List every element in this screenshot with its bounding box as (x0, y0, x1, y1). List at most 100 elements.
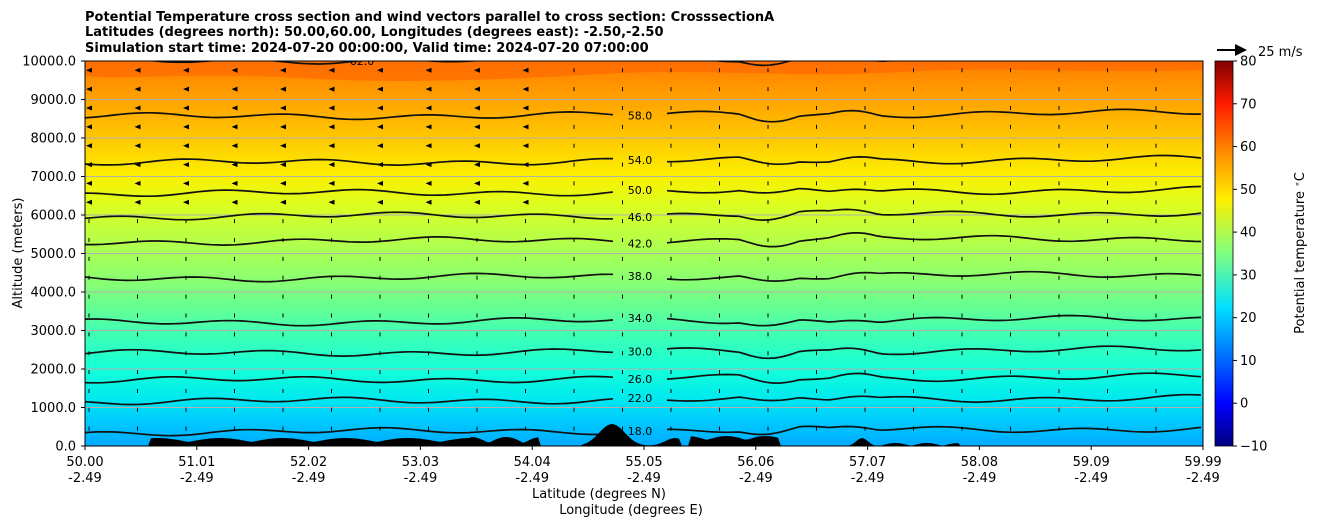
wind-vector (231, 105, 238, 111)
wind-vector (425, 180, 432, 186)
y-tick-label: 8000.0 (31, 132, 77, 147)
x-tick-label-latitude: 59.99 (1184, 455, 1221, 470)
x-tick-label-longitude: -2.49 (180, 471, 214, 486)
y-tick-label: 5000.0 (31, 247, 77, 262)
x-tick-label-latitude: 50.00 (66, 455, 103, 470)
x-tick-label-latitude: 54.04 (514, 455, 551, 470)
wind-vector (377, 162, 383, 168)
x-tick-label-longitude: -2.49 (515, 471, 549, 486)
wind-vector (328, 67, 335, 73)
contour-label: 58.0 (628, 109, 653, 122)
terrain-silhouette (85, 424, 1203, 446)
contour-label: 34.0 (628, 312, 653, 325)
wind-vector (86, 143, 92, 149)
contour-line (85, 393, 1202, 406)
wind-vector (522, 162, 529, 168)
contour-label: 62.0 (350, 55, 375, 68)
wind-vector (183, 199, 189, 205)
x-tick-label-longitude: -2.49 (963, 471, 997, 486)
wind-vector (86, 124, 92, 130)
contour-label: 42.0 (628, 237, 653, 250)
y-axis-label: Altitude (meters) (11, 198, 26, 309)
wind-vector (522, 124, 529, 130)
x-tick-label-longitude: -2.49 (1186, 471, 1220, 486)
wind-vector (134, 124, 141, 130)
colorbar-label: Potential temperature ∘C (1293, 172, 1308, 334)
y-tick-label: 7000.0 (31, 170, 77, 185)
upper-orange-blob (85, 61, 1203, 81)
wind-vector (474, 86, 480, 92)
colorbar-tick-label: 40 (1240, 226, 1257, 241)
wind-vector (86, 162, 92, 168)
y-tick-label: 3000.0 (31, 324, 77, 339)
wind-vector (425, 67, 432, 73)
wind-vector (183, 86, 189, 92)
wind-vector (522, 199, 529, 205)
wind-vector (474, 105, 480, 111)
x-tick-label-longitude: -2.49 (739, 471, 773, 486)
x-tick-label-latitude: 53.03 (402, 455, 439, 470)
wind-vector (522, 67, 529, 73)
x-axis-label-latitude: Latitude (degrees N) (532, 487, 666, 502)
wind-vector (231, 180, 238, 186)
wind-vector (328, 180, 335, 186)
wind-vector (425, 124, 432, 130)
contour-label: 30.0 (628, 346, 653, 359)
wind-vector (231, 124, 238, 130)
x-tick-label-longitude: -2.49 (68, 471, 102, 486)
wind-vector (134, 143, 141, 149)
wind-vector (474, 199, 480, 205)
colorbar-tick-label: 60 (1240, 140, 1257, 155)
wind-vector (425, 143, 432, 149)
wind-vectors (86, 67, 1157, 431)
contour-line (85, 208, 1202, 221)
wind-vector (377, 199, 383, 205)
wind-vector (231, 199, 238, 205)
wind-vector (86, 105, 92, 111)
wind-vector (474, 67, 480, 73)
colorbar: −10 0 10 20 30 40 50 60 70 80 Potential temperatu… (1214, 55, 1308, 455)
contour-lines: 18.0 22.0 26.0 30.0 34.0 38.0 42.0 46.0 50.0 54.0… (85, 55, 1202, 438)
wind-vector (86, 199, 92, 205)
plot-area: 18.0 22.0 26.0 30.0 34.0 38.0 42.0 46.0 50.0 54.0… (85, 55, 1203, 446)
wind-reference-label: 25 m/s (1258, 45, 1303, 60)
x-tick-label-latitude: 57.07 (849, 455, 886, 470)
wind-vector (328, 124, 335, 130)
wind-vector (231, 67, 238, 73)
wind-vector (134, 199, 141, 205)
contour-label: 46.0 (628, 211, 653, 224)
wind-vector (231, 162, 238, 168)
wind-vector (280, 86, 286, 92)
wind-reference-key: 25 m/s (1217, 44, 1303, 60)
wind-vector (183, 124, 189, 130)
wind-vector (280, 199, 286, 205)
wind-vector (474, 162, 480, 168)
wind-vector (377, 86, 383, 92)
wind-vector (377, 124, 383, 130)
contour-line (85, 372, 1202, 384)
wind-vector (280, 143, 286, 149)
colorbar-tick-label: 0 (1240, 397, 1248, 412)
wind-vector (328, 143, 335, 149)
wind-vector (280, 124, 286, 130)
x-tick-label-longitude: -2.49 (292, 471, 326, 486)
wind-vector (522, 105, 529, 111)
contour-label: 50.0 (628, 184, 653, 197)
wind-vector (86, 67, 92, 73)
wind-vector (280, 67, 286, 73)
x-tick-label-longitude: -2.49 (851, 471, 885, 486)
wind-vector (280, 162, 286, 168)
y-tick-label: 6000.0 (31, 209, 77, 224)
x-tick-label-longitude: -2.49 (627, 471, 661, 486)
y-tick-label: 0.0 (55, 440, 76, 455)
wind-vector (474, 180, 480, 186)
y-tick-label: 10000.0 (22, 55, 76, 70)
wind-vector (328, 199, 335, 205)
y-tick-label: 1000.0 (31, 401, 77, 416)
wind-vector (425, 86, 432, 92)
colorbar-gradient (1214, 60, 1234, 447)
wind-vector (522, 86, 529, 92)
x-axis-label-longitude: Longitude (degrees E) (559, 503, 703, 518)
wind-vector (183, 180, 189, 186)
